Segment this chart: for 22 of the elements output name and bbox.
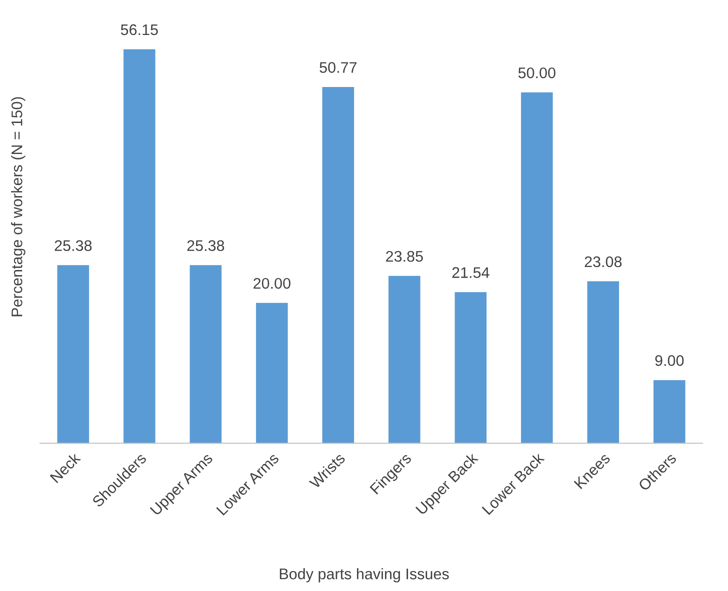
bar — [388, 276, 420, 444]
bar — [521, 92, 553, 444]
bar — [587, 281, 620, 444]
data-label: 50.77 — [320, 62, 357, 73]
data-label: 50.00 — [518, 67, 556, 78]
bar — [190, 265, 222, 444]
bar — [256, 302, 288, 444]
x-axis-title: Body parts having Issues — [280, 568, 449, 582]
data-label: 23.85 — [386, 250, 423, 262]
data-label: 56.15 — [120, 24, 158, 36]
data-label: 23.08 — [584, 256, 622, 268]
data-label: 9.00 — [655, 355, 684, 366]
bar — [454, 292, 487, 444]
bar — [124, 49, 156, 444]
data-label: 21.54 — [452, 267, 490, 278]
data-label: 25.38 — [54, 240, 92, 252]
bar — [653, 380, 686, 444]
y-axis-title: Percentage of workers (N = 150) — [11, 97, 26, 316]
data-label: 25.38 — [187, 240, 224, 252]
bar — [322, 87, 354, 444]
data-label: 20.00 — [254, 278, 290, 289]
bar — [57, 265, 90, 444]
